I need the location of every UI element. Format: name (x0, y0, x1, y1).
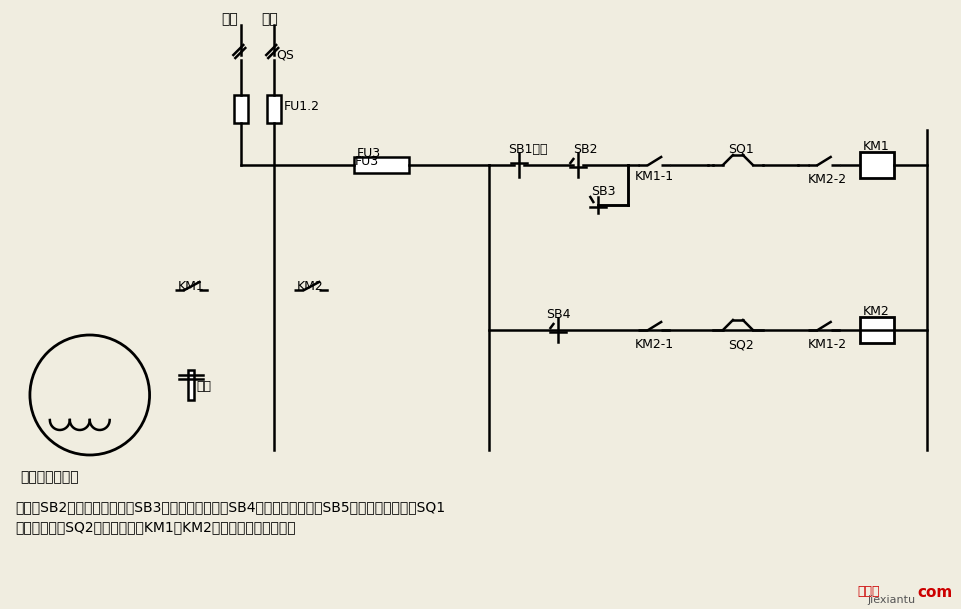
Text: SB1停止: SB1停止 (508, 143, 548, 156)
Text: jiexiantu: jiexiantu (867, 595, 915, 605)
Bar (859, 152, 894, 178)
Text: SQ1: SQ1 (727, 143, 752, 156)
Text: KM1: KM1 (862, 140, 888, 153)
Text: KM2-2: KM2-2 (807, 173, 846, 186)
Text: FU1.2: FU1.2 (283, 100, 320, 113)
Text: KM1-1: KM1-1 (634, 170, 674, 183)
Text: KM2: KM2 (862, 305, 888, 318)
Text: 说明：SB2为上升启动按钮，SB3为上升点动按钮，SB4为下降启动按钮，SB5为下降点动按钮；SQ1: 说明：SB2为上升启动按钮，SB3为上升点动按钮，SB4为下降启动按钮，SB5为… (15, 500, 445, 514)
Text: KM2-1: KM2-1 (634, 338, 674, 351)
Bar (267, 95, 281, 123)
Text: FU3: FU3 (355, 155, 379, 168)
Bar (188, 370, 194, 400)
Text: SB2: SB2 (573, 143, 598, 156)
Text: 为最高限位，SQ2为最低限位。KM1、KM2可用中间继电器代替。: 为最高限位，SQ2为最低限位。KM1、KM2可用中间继电器代替。 (15, 520, 295, 534)
Text: KM2: KM2 (297, 280, 324, 293)
Text: 零线: 零线 (261, 12, 278, 26)
Text: KM1: KM1 (178, 280, 204, 293)
Text: 单相电容电动机: 单相电容电动机 (20, 470, 79, 484)
Text: 电容: 电容 (196, 380, 211, 393)
Text: 接线图: 接线图 (856, 585, 879, 598)
Text: KM1-2: KM1-2 (807, 338, 846, 351)
Text: SB4: SB4 (546, 308, 571, 321)
Text: FU3: FU3 (357, 147, 381, 160)
Bar (234, 95, 248, 123)
Bar (859, 317, 894, 343)
Text: SB3: SB3 (591, 185, 615, 198)
Text: com: com (917, 585, 951, 600)
Bar (354, 157, 408, 173)
Text: SQ2: SQ2 (727, 338, 752, 351)
Text: QS: QS (276, 48, 294, 61)
Text: 火线: 火线 (221, 12, 238, 26)
